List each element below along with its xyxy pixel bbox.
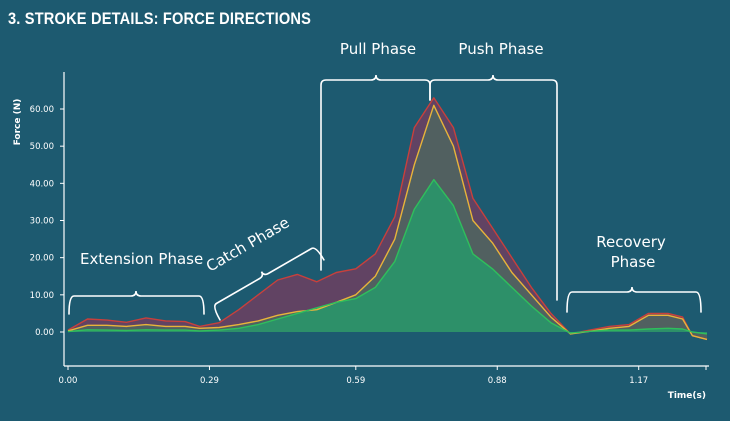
y-tick-label: 20.00: [30, 254, 54, 264]
series-red-line: [67, 97, 708, 341]
y-tick-label: 0.00: [35, 328, 54, 338]
y-tick-label: 50.00: [30, 142, 54, 152]
recovery-bracket: [566, 286, 702, 313]
pull-phase-label: Pull Phase: [340, 40, 416, 58]
y-tick-label: 60.00: [30, 105, 54, 115]
y-axis-label: Force (N): [13, 99, 23, 146]
y-tick-label: 40.00: [30, 179, 54, 189]
recovery-phase-label-line2: Phase: [611, 253, 656, 271]
recovery-phase-label: Recovery: [596, 233, 666, 251]
push-phase-label: Push Phase: [458, 40, 543, 58]
extension-phase-label: Extension Phase: [80, 250, 203, 268]
page-title: 3. STROKE DETAILS: FORCE DIRECTIONS: [8, 9, 312, 28]
x-tick-label: 1.17: [629, 376, 648, 386]
x-axis-label: Time(s): [668, 391, 706, 401]
y-tick-label: 10.00: [30, 291, 54, 301]
series-green-area: [68, 179, 707, 334]
extension-bracket: [68, 290, 205, 315]
x-tick-label: 0.00: [59, 376, 78, 386]
series-green-line: [67, 178, 708, 335]
x-tick-label: 0.29: [200, 376, 219, 386]
y-tick-label: 30.00: [30, 217, 54, 227]
catch-phase-label: Catch Phase: [203, 213, 292, 275]
push-bracket: [429, 74, 558, 301]
series-yellow-line: [67, 104, 708, 341]
x-tick-label: 0.88: [488, 376, 507, 386]
x-tick-label: 0.59: [346, 376, 365, 386]
pull-bracket: [320, 74, 431, 271]
